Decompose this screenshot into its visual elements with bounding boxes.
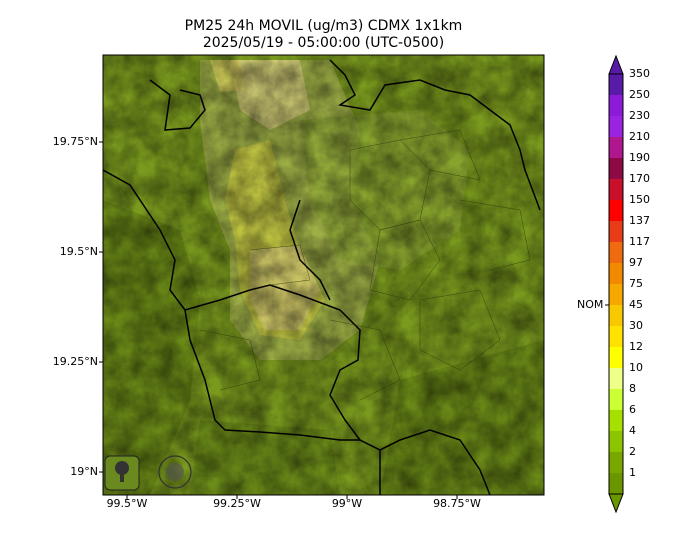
colorbar-tick-label: 230 [629, 109, 650, 122]
colorbar-segment [609, 368, 623, 389]
colorbar-tick-label: 97 [629, 256, 643, 269]
colorbar-segment [609, 410, 623, 431]
colorbar-segment [609, 431, 623, 452]
colorbar-tick-label: 2 [629, 445, 636, 458]
colorbar-tick-label: 250 [629, 88, 650, 101]
colorbar-segment [609, 95, 623, 116]
colorbar-segment [609, 116, 623, 137]
colorbar-tick-label: 10 [629, 361, 643, 374]
colorbar-tick-label: 6 [629, 403, 636, 416]
colorbar [605, 54, 624, 514]
colorbar-tick-label: 350 [629, 67, 650, 80]
colorbar-segment [609, 179, 623, 200]
colorbar-tick-label: 8 [629, 382, 636, 395]
municipal-boundaries [199, 129, 531, 401]
colorbar-segment [609, 221, 623, 242]
colorbar-segment [609, 242, 623, 263]
colorbar-segment [609, 200, 623, 221]
colorbar-tick-label: 150 [629, 193, 650, 206]
lat-tick-label: 19.5°N [59, 245, 98, 258]
lat-tick-label: 19.75°N [52, 135, 98, 148]
axis-ticks [99, 141, 458, 499]
colorbar-extend-min [608, 493, 624, 514]
colorbar-segment [609, 389, 623, 410]
colorbar-tick-label: 4 [629, 424, 636, 437]
lon-tick-label: 98.75°W [433, 497, 481, 510]
colorbar-segment [609, 347, 623, 368]
lat-tick-label: 19°N [70, 465, 98, 478]
colorbar-tick-label: 117 [629, 235, 650, 248]
colorbar-segment [609, 137, 623, 158]
terrain-layer [103, 55, 544, 495]
colorbar-segment [609, 305, 623, 326]
nom-label: NOM [577, 298, 604, 311]
colorbar-tick-label: 30 [629, 319, 643, 332]
state-boundaries [103, 59, 541, 495]
colorbar-frame [608, 73, 624, 495]
colorbar-tick-label: 210 [629, 130, 650, 143]
sedema-logo [104, 455, 140, 491]
lat-tick-label: 19.25°N [52, 355, 98, 368]
colorbar-tick-label: 1 [629, 466, 636, 479]
colorbar-segment [609, 74, 623, 95]
lon-tick-label: 99.5°W [106, 497, 148, 510]
colorbar-tick-label: 45 [629, 298, 643, 311]
lon-tick-label: 99.25°W [213, 497, 261, 510]
colorbar-segment [609, 326, 623, 347]
colorbar-segment [609, 158, 623, 179]
colorbar-segment [609, 284, 623, 305]
colorbar-segment [609, 263, 623, 284]
colorbar-segment [609, 473, 623, 494]
colorbar-tick-label: 170 [629, 172, 650, 185]
colorbar-tick-label: 190 [629, 151, 650, 164]
lon-tick-label: 99°W [331, 497, 363, 510]
colorbar-segment [609, 452, 623, 473]
colorbar-tick-label: 137 [629, 214, 650, 227]
map-title: PM25 24h MOVIL (ug/m3) CDMX 1x1km [184, 18, 463, 34]
map-subtitle: 2025/05/19 - 05:00:00 (UTC-0500) [202, 35, 445, 51]
colorbar-extend-max [608, 54, 624, 75]
map-frame [102, 54, 545, 496]
colorbar-tick-label: 75 [629, 277, 643, 290]
calidad-aire-logo [158, 455, 192, 489]
colorbar-tick-label: 12 [629, 340, 643, 353]
